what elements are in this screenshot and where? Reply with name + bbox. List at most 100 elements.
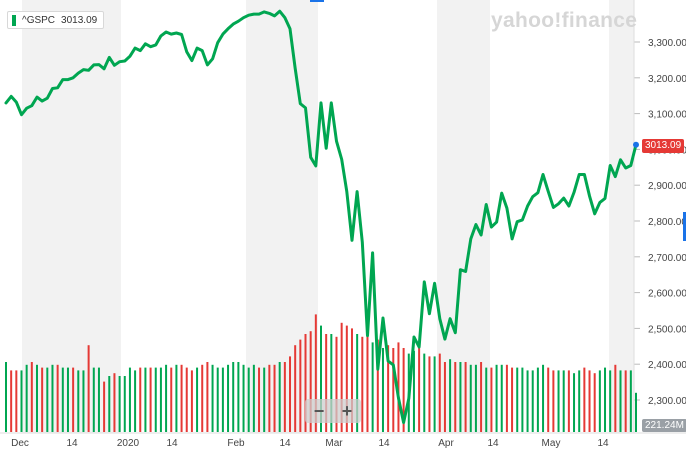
volume-bar — [356, 334, 359, 432]
volume-bar — [361, 336, 364, 432]
volume-bar — [242, 364, 245, 432]
volume-bar — [15, 370, 18, 432]
x-tick-label: 14 — [279, 438, 291, 449]
volume-bar — [237, 362, 240, 432]
month-band — [22, 0, 121, 433]
volume-bar — [500, 364, 503, 432]
volume-bar — [113, 373, 116, 432]
y-tick-label: 2,500.00 — [648, 324, 686, 335]
volume-bar — [511, 367, 514, 432]
volume-bar — [480, 362, 483, 432]
volume-bar — [350, 328, 353, 432]
y-tick-label: 2,300.00 — [648, 396, 686, 407]
volume-bar — [87, 345, 90, 432]
x-tick-label: Feb — [227, 438, 245, 449]
volume-bar — [56, 364, 59, 432]
volume-bar — [258, 367, 261, 432]
y-tick-label: 2,600.00 — [648, 289, 686, 300]
volume-bar — [304, 334, 307, 432]
volume-bar — [196, 367, 199, 432]
volume-bar — [485, 367, 488, 432]
volume-bar — [134, 370, 137, 432]
month-band — [609, 0, 634, 433]
volume-bar — [211, 364, 214, 432]
volume-bar — [283, 362, 286, 432]
scroll-handle[interactable] — [683, 212, 686, 241]
volume-bar — [330, 334, 333, 432]
volume-bar — [35, 364, 38, 432]
x-tick-label: 14 — [487, 438, 499, 449]
volume-bar — [635, 392, 637, 432]
volume-bar — [216, 367, 219, 432]
legend-value: 3013.09 — [61, 14, 98, 26]
volume-bar — [165, 364, 168, 432]
volume-bar — [588, 370, 591, 432]
volume-bar — [128, 367, 131, 432]
volume-bar — [320, 325, 322, 432]
volume-bar — [278, 362, 281, 432]
volume-bar — [449, 359, 452, 432]
volume-bar — [268, 364, 271, 432]
volume-bar — [381, 348, 384, 432]
volume-tag: 221.24M — [642, 419, 686, 432]
volume-bar — [542, 364, 545, 432]
volume-bar — [340, 322, 343, 432]
volume-bar — [144, 367, 147, 432]
volume-bar — [366, 328, 369, 432]
series-swatch — [12, 14, 16, 26]
volume-bar — [30, 362, 33, 432]
volume-bar — [289, 356, 292, 432]
volume-bar — [190, 370, 193, 432]
volume-bar — [619, 370, 622, 432]
y-tick-label: 3,100.00 — [648, 110, 686, 121]
zoom-out-button[interactable]: − — [313, 400, 325, 421]
y-tick-label: 3,200.00 — [648, 74, 686, 85]
volume-bar — [201, 364, 204, 432]
volume-bar — [557, 370, 560, 432]
volume-bar — [46, 367, 49, 432]
zoom-in-button[interactable]: + — [341, 400, 353, 421]
y-tick-label: 2,900.00 — [648, 181, 686, 192]
volume-bar — [309, 331, 312, 432]
volume-bar — [154, 367, 157, 432]
volume-bar — [345, 325, 348, 432]
volume-bar — [180, 364, 183, 432]
volume-bar — [72, 367, 75, 432]
x-tick-label: 14 — [166, 438, 178, 449]
volume-bar — [97, 367, 100, 432]
volume-bar — [454, 362, 457, 432]
volume-bar — [562, 370, 565, 432]
volume-bar — [567, 370, 570, 432]
legend-symbol: ^GSPC — [22, 14, 56, 26]
volume-bar — [273, 364, 276, 432]
y-tick-label: 2,800.00 — [648, 217, 686, 228]
x-tick-label: 14 — [378, 438, 390, 449]
y-tick-label: 2,400.00 — [648, 360, 686, 371]
volume-bar — [387, 345, 390, 432]
volume-bar — [51, 364, 54, 432]
volume-bar — [149, 367, 152, 432]
y-axis-labels: 3,300.003,200.003,100.003,000.002,900.00… — [648, 38, 686, 407]
month-band — [246, 0, 318, 433]
volume-bar — [392, 348, 395, 432]
volume-bars — [5, 314, 637, 432]
volume-bar — [536, 367, 539, 432]
volume-bar — [598, 370, 601, 432]
volume-bar — [103, 381, 106, 432]
x-tick-label: Apr — [438, 438, 454, 449]
volume-bar — [227, 364, 230, 432]
volume-bar — [604, 367, 607, 432]
legend[interactable]: ^GSPC 3013.09 — [7, 11, 105, 29]
volume-bar — [552, 370, 555, 432]
volume-bar — [573, 373, 576, 432]
volume-bar — [185, 367, 188, 432]
volume-bar — [412, 350, 415, 432]
volume-bar — [376, 339, 379, 432]
current-price-tag: 3013.09 — [642, 139, 685, 153]
x-tick-label: 14 — [66, 438, 78, 449]
volume-bar — [118, 376, 121, 432]
volume-bar — [41, 367, 44, 432]
x-axis-labels: Dec 14 2020 14 Feb 14 Mar 14 Apr 14 May 14 — [11, 438, 609, 449]
volume-bar — [61, 367, 64, 432]
